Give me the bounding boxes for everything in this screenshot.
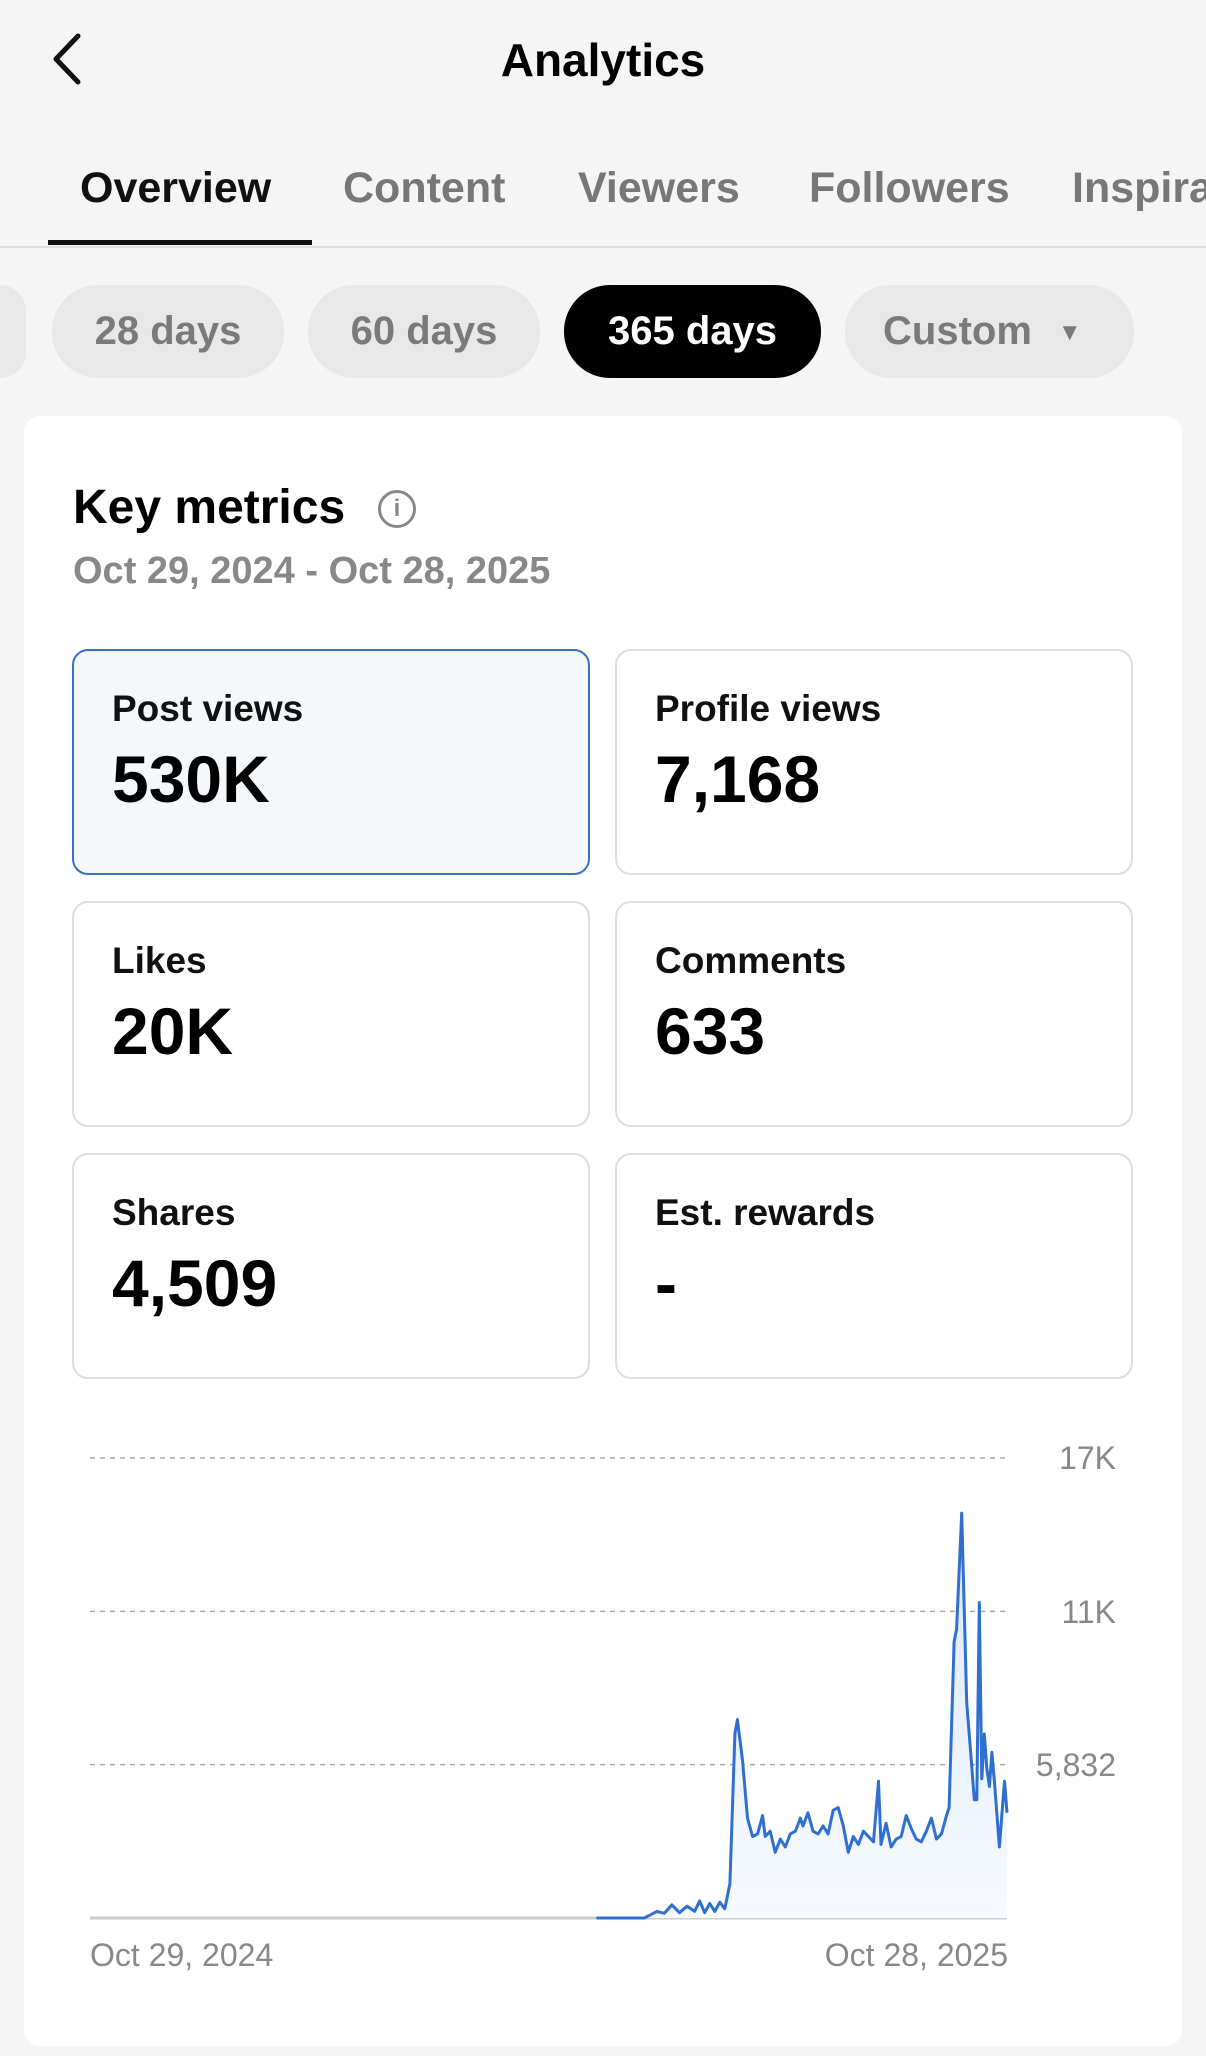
- date-range: Oct 29, 2024 - Oct 28, 2025: [73, 550, 551, 592]
- metric-value: 4,509: [112, 1246, 278, 1320]
- range-28-days[interactable]: 28 days: [52, 285, 284, 378]
- y-tick-label: 11K: [1061, 1594, 1116, 1630]
- caret-down-icon: ▼: [1057, 319, 1082, 346]
- metric-post-views[interactable]: Post views 530K: [72, 649, 590, 875]
- range-custom-dropdown[interactable]: Custom ▼: [845, 285, 1134, 378]
- x-label-end: Oct 28, 2025: [824, 1937, 1008, 1973]
- range-chip-partial[interactable]: [0, 285, 26, 378]
- metric-shares[interactable]: Shares 4,509: [72, 1153, 590, 1379]
- range-60-days[interactable]: 60 days: [308, 285, 540, 378]
- metric-comments[interactable]: Comments 633: [615, 901, 1133, 1127]
- metric-value: 7,168: [655, 742, 821, 816]
- metric-label: Likes: [112, 940, 207, 981]
- page-title: Analytics: [500, 34, 706, 86]
- metric-label: Shares: [112, 1192, 236, 1233]
- tab-followers[interactable]: Followers: [809, 164, 1010, 212]
- divider: [0, 246, 1206, 248]
- metric-label: Comments: [655, 940, 847, 981]
- range-365-days[interactable]: 365 days: [564, 285, 821, 378]
- metric-profile-views[interactable]: Profile views 7,168: [615, 649, 1133, 875]
- active-tab-indicator: [48, 240, 312, 245]
- series-line: [596, 1511, 1009, 1920]
- metric-value: 633: [655, 994, 766, 1068]
- custom-label: Custom: [883, 309, 1032, 353]
- metric-label: Post views: [112, 688, 304, 729]
- metric-value: 20K: [112, 994, 234, 1068]
- chevron-left-icon: [53, 33, 81, 85]
- metric-est-rewards[interactable]: Est. rewards -: [615, 1153, 1133, 1379]
- metric-value: 530K: [112, 742, 270, 816]
- info-icon[interactable]: i: [378, 490, 416, 528]
- section-title: Key metrics: [73, 481, 346, 534]
- y-tick-label: 17K: [1059, 1440, 1116, 1476]
- tab-inspiration[interactable]: Inspira: [1072, 164, 1206, 212]
- tab-content[interactable]: Content: [343, 164, 506, 212]
- metric-label: Profile views: [655, 688, 882, 729]
- metric-label: Est. rewards: [655, 1192, 876, 1233]
- tab-viewers[interactable]: Viewers: [578, 164, 740, 212]
- y-tick-label: 5,832: [1035, 1747, 1116, 1783]
- x-label-start: Oct 29, 2024: [90, 1937, 274, 1973]
- area-fill: [596, 1513, 1007, 1918]
- tab-overview[interactable]: Overview: [80, 164, 272, 212]
- back-button[interactable]: [44, 32, 94, 86]
- metric-value: -: [655, 1246, 677, 1320]
- metric-likes[interactable]: Likes 20K: [72, 901, 590, 1127]
